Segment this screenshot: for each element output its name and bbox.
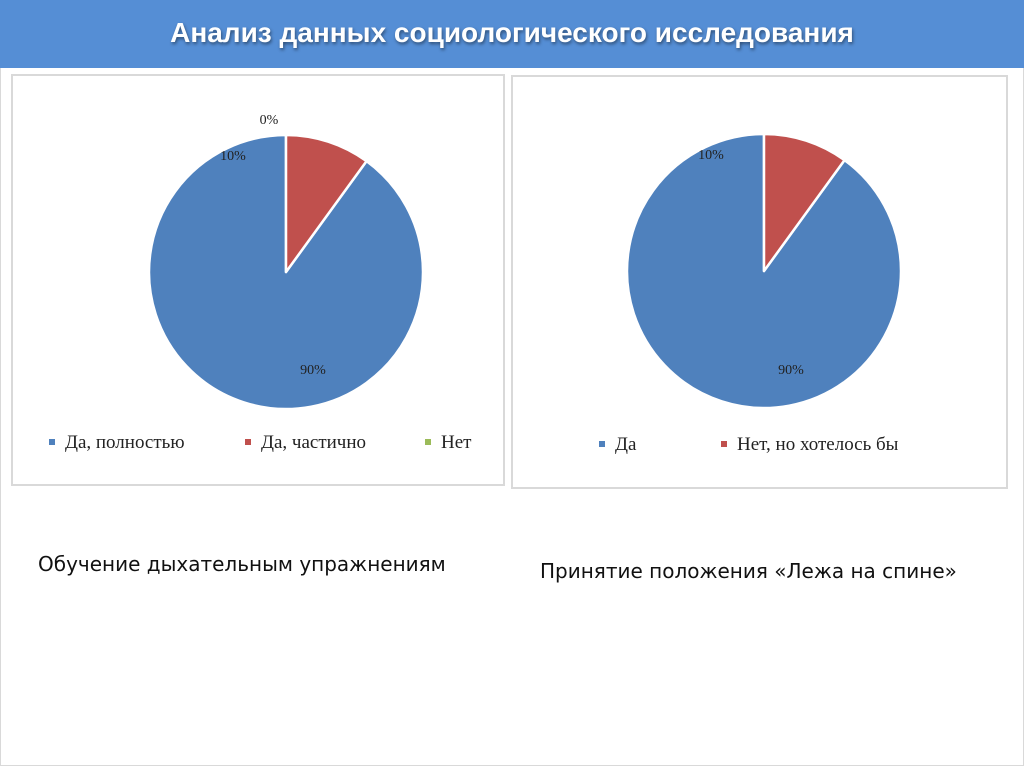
pie-chart-breathing-exercises: 90% 10% 0% Да, полностью Да, частично Нет: [11, 74, 505, 486]
slice-label-нет: 0%: [260, 113, 279, 128]
title-bar: Анализ данных социологического исследова…: [0, 0, 1024, 68]
chart-legend: Да, полностью Да, частично Нет: [49, 432, 472, 453]
slice-label-нет-но-хотелось-бы: 10%: [698, 148, 724, 163]
legend-marker-нет: [425, 439, 431, 445]
pie-slice-да-частично: [284, 133, 368, 274]
chart-caption-breathing: Обучение дыхательным упражнениям: [38, 552, 446, 576]
legend-label-нет: Нет: [441, 432, 472, 453]
legend-label-да-частично: Да, частично: [261, 432, 366, 453]
legend-label-да-полностью: Да, полностью: [65, 432, 185, 453]
pie-chart-svg: 90% 10% 0% Да, полностью Да, частично Нет: [49, 113, 472, 453]
legend-label-нет-но-хотелось-бы: Нет, но хотелось бы: [737, 434, 899, 455]
slice-label-да-частично: 10%: [220, 149, 246, 164]
slide-title: Анализ данных социологического исследова…: [170, 17, 854, 48]
chart-caption-supine: Принятие положения «Лежа на спине»: [540, 559, 957, 583]
pie-slices: [625, 132, 903, 410]
legend-label-да: Да: [615, 434, 637, 455]
slice-label-да-полностью: 90%: [300, 363, 326, 378]
pie-slice-нет-но-хотелось-бы: [762, 132, 846, 273]
pie-slices: [147, 133, 425, 411]
pie-chart-supine-position: 90% 10% Да Нет, но хотелось бы: [511, 75, 1008, 489]
legend-marker-да-частично: [245, 439, 251, 445]
pie-chart-svg: 90% 10% Да Нет, но хотелось бы: [599, 132, 903, 455]
chart-legend: Да Нет, но хотелось бы: [599, 434, 899, 455]
legend-marker-да-полностью: [49, 439, 55, 445]
legend-marker-да: [599, 441, 605, 447]
slice-label-да: 90%: [778, 363, 804, 378]
legend-marker-нет-но-хотелось-бы: [721, 441, 727, 447]
